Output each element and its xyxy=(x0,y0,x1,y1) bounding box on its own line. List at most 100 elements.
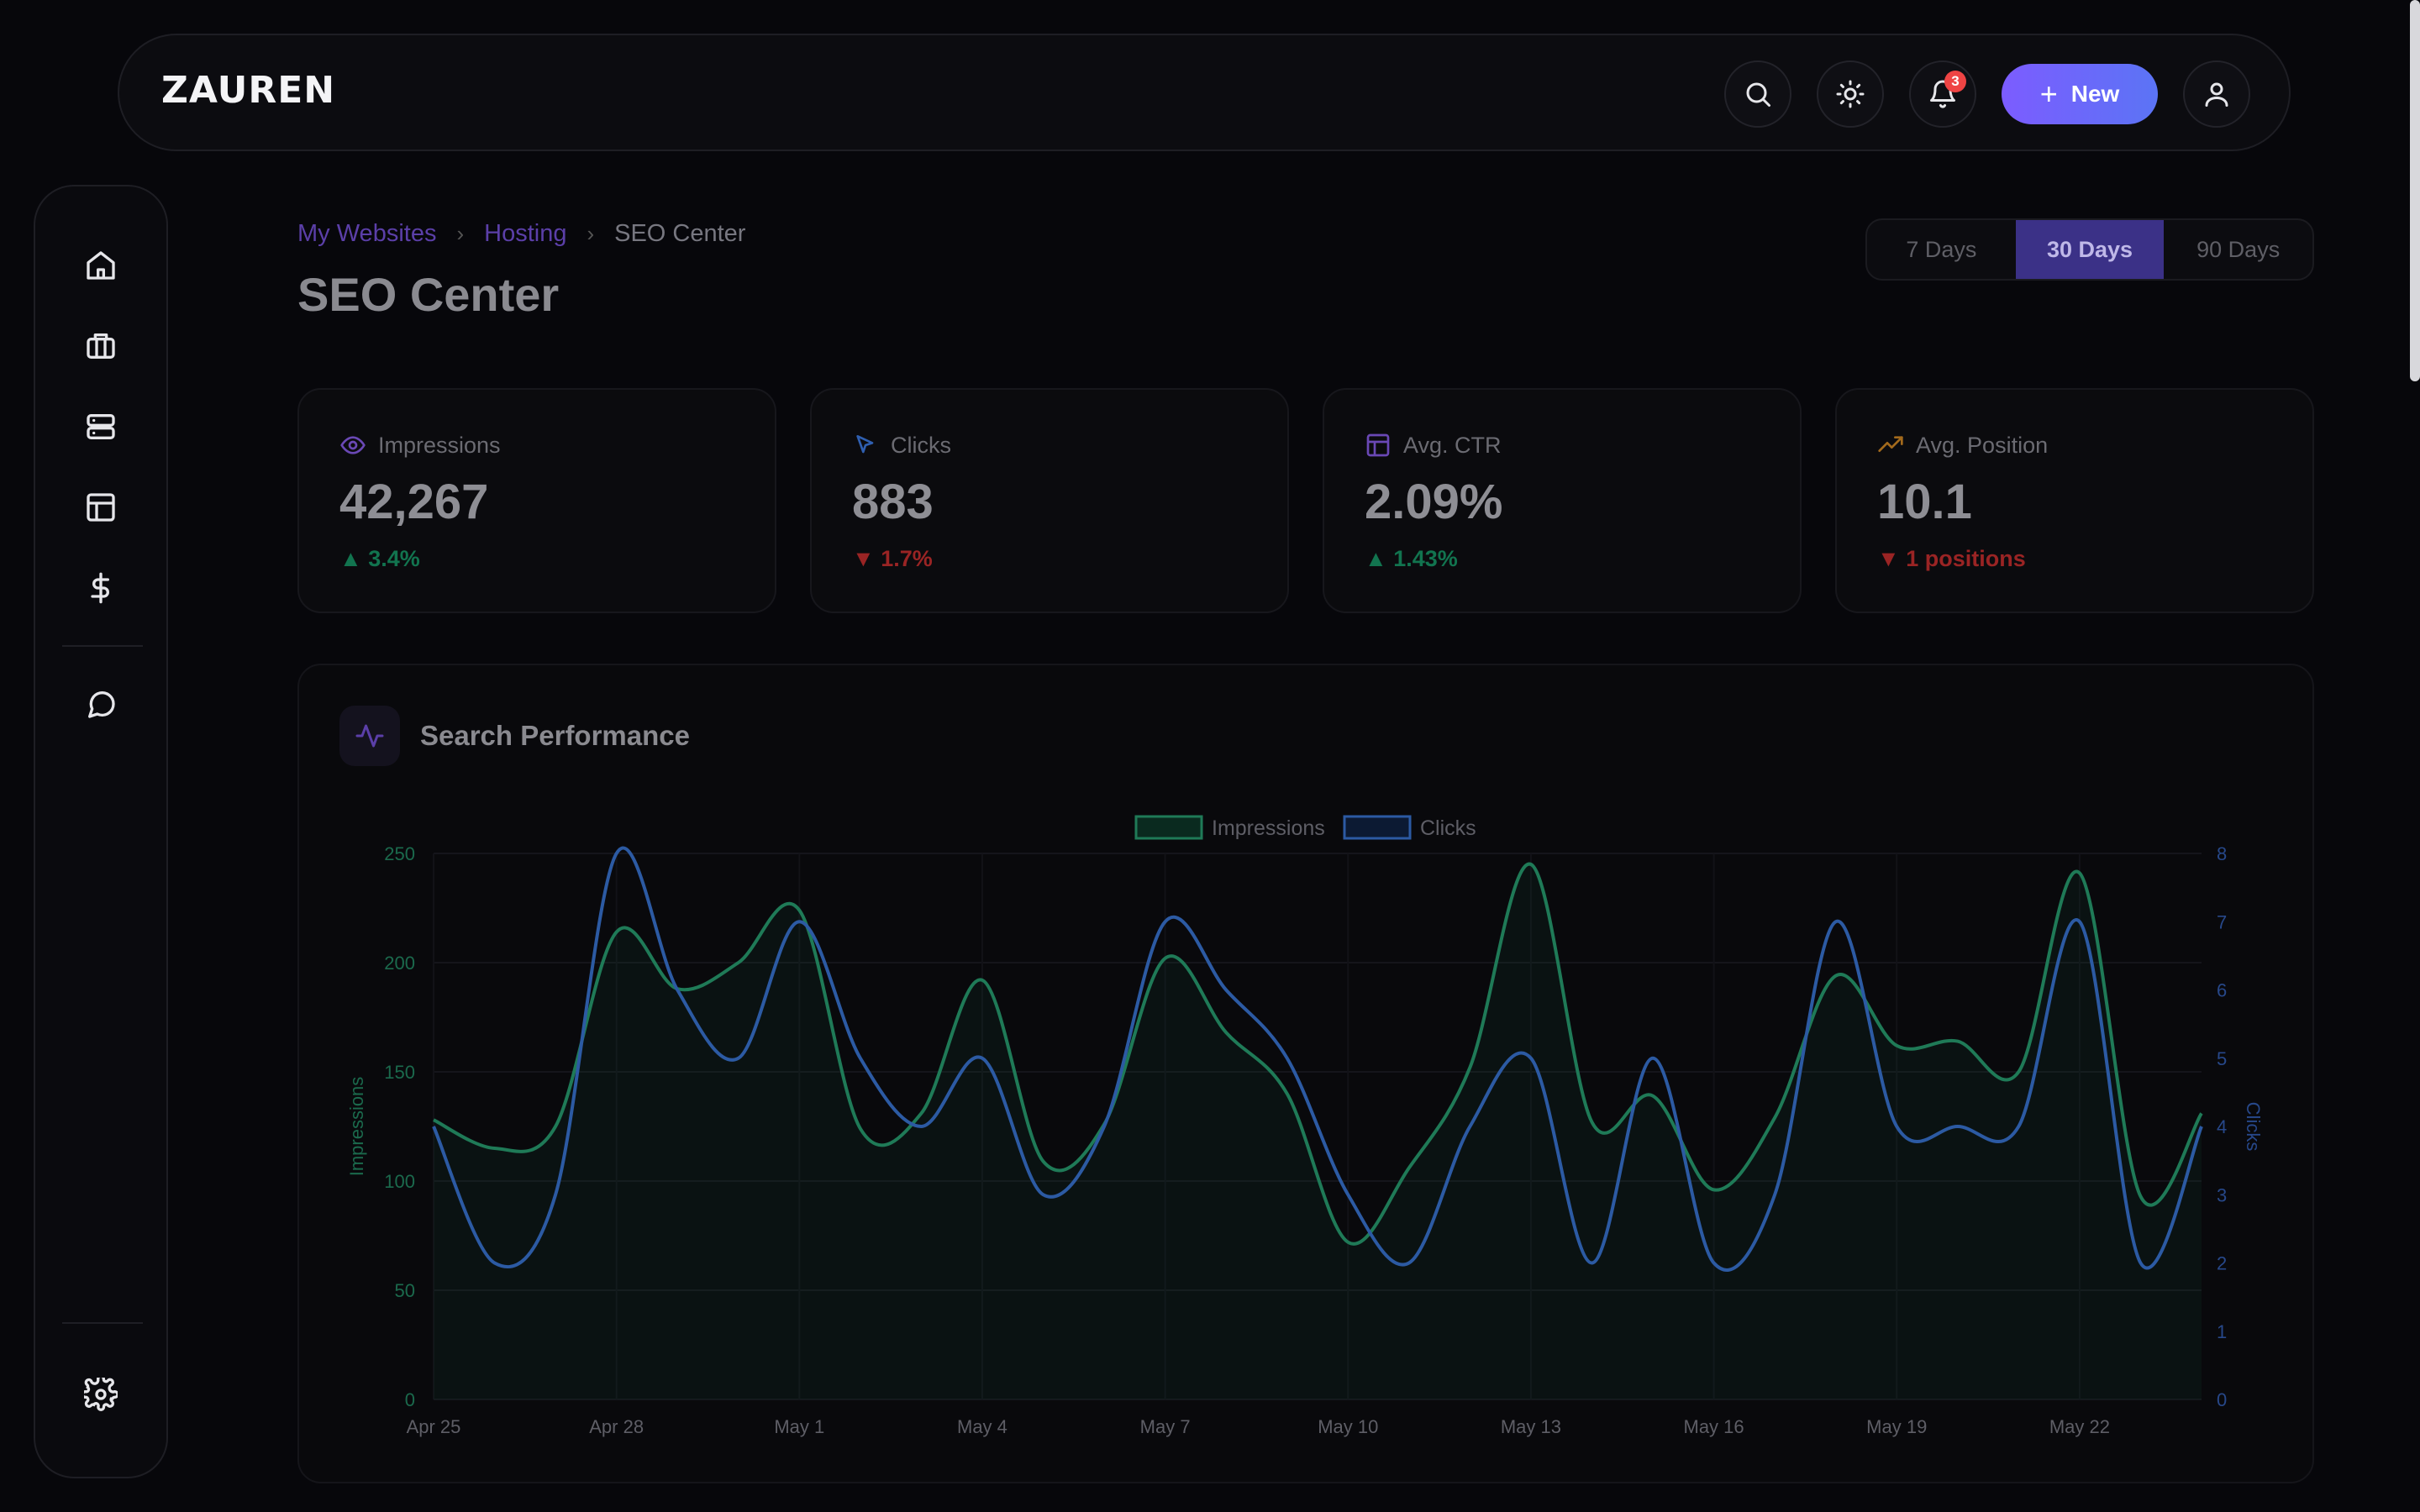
range-30-days[interactable]: 30 Days xyxy=(2015,220,2165,279)
impressions-point xyxy=(1041,1159,1046,1164)
y-tick-label: 200 xyxy=(384,953,415,974)
impressions-point xyxy=(1528,862,1534,867)
clicks-point xyxy=(858,1056,863,1061)
clicks-point xyxy=(1285,1056,1290,1061)
x-tick-label: May 22 xyxy=(2049,1416,2110,1437)
logo[interactable]: ZAUREN xyxy=(161,69,336,112)
impressions-point xyxy=(1955,1039,1960,1044)
sidebar-item-layout[interactable] xyxy=(76,482,126,533)
x-tick-label: May 10 xyxy=(1318,1416,1378,1437)
scrollbar[interactable] xyxy=(2410,0,2420,381)
impressions-point xyxy=(2138,1194,2143,1199)
impressions-point xyxy=(736,960,741,965)
search-performance-card: 0 50 100 150 200 250 0 1 2 3 4 5 6 7 8 Apr 25 Apr 28 May … xyxy=(297,664,2314,1483)
activity-icon xyxy=(339,706,400,766)
x-tick-label: May 7 xyxy=(1140,1416,1191,1437)
range-7-days[interactable]: 7 Days xyxy=(1906,236,1977,262)
range-90-days[interactable]: 90 Days xyxy=(2196,236,2281,262)
y2-tick-label: 8 xyxy=(2217,843,2227,864)
clicks-point xyxy=(1955,1124,1960,1129)
clicks-point xyxy=(431,1124,436,1129)
clicks-point xyxy=(1345,1192,1350,1197)
impressions-point xyxy=(2077,870,2082,875)
stat-label: Clicks xyxy=(891,432,951,458)
stat-card-ctr: Avg. CTR 2.09% ▲ 1.43% xyxy=(1323,388,1802,613)
y2-tick-label: 2 xyxy=(2217,1253,2227,1274)
theme-toggle-button[interactable] xyxy=(1817,60,1884,128)
clicks-point xyxy=(614,851,619,856)
x-tick-label: May 19 xyxy=(1866,1416,1927,1437)
x-tick-label: May 1 xyxy=(774,1416,824,1437)
search-icon xyxy=(1746,82,1770,107)
clicks-point xyxy=(736,1056,741,1061)
y2-tick-label: 1 xyxy=(2217,1321,2227,1342)
stat-delta-value: 3.4% xyxy=(368,546,420,571)
bell-icon xyxy=(1930,80,1955,108)
sidebar-item-chat[interactable] xyxy=(76,679,126,729)
impressions-point xyxy=(2199,1110,2204,1116)
clicks-point xyxy=(2016,1124,2021,1129)
profile-button[interactable] xyxy=(2183,60,2250,128)
new-button[interactable]: + New xyxy=(2002,64,2158,124)
gear-icon xyxy=(84,1378,118,1411)
chevron-right-icon: › xyxy=(456,221,465,246)
y-axis-label: Impressions xyxy=(346,1077,367,1177)
stat-label: Avg. CTR xyxy=(1403,432,1502,458)
layout-icon xyxy=(87,493,115,522)
chart-title: Search Performance xyxy=(420,720,690,751)
breadcrumb-current: SEO Center xyxy=(614,220,746,247)
stat-label: Impressions xyxy=(378,432,501,458)
impressions-area xyxy=(434,864,2202,1399)
notifications-button[interactable]: 3 xyxy=(1909,60,1976,128)
stat-delta: ▼ 1 positions xyxy=(1877,546,2026,572)
impressions-point xyxy=(614,930,619,935)
sidebar-item-home[interactable] xyxy=(76,240,126,291)
clicks-point xyxy=(1712,1261,1717,1266)
sidebar-item-servers[interactable] xyxy=(76,402,126,452)
impressions-point xyxy=(1894,1043,1899,1048)
impressions-point xyxy=(858,1126,863,1131)
legend-swatch-clicks xyxy=(1343,815,1412,840)
stat-card-position: Avg. Position 10.1 ▼ 1 positions xyxy=(1835,388,2314,613)
breadcrumb-link-websites[interactable]: My Websites xyxy=(297,220,437,247)
sidebar-item-billing[interactable] xyxy=(76,563,126,613)
y-tick-label: 50 xyxy=(395,1280,415,1301)
sidebar-divider xyxy=(62,1322,143,1324)
y2-axis-label: Clicks xyxy=(2243,1102,2264,1152)
impressions-point xyxy=(431,1117,436,1122)
clicks-line xyxy=(432,846,2203,1272)
impressions-point xyxy=(1407,1165,1412,1170)
stat-value: 2.09% xyxy=(1365,475,1503,529)
stat-card-clicks: Clicks 883 ▼ 1.7% xyxy=(810,388,1289,613)
clicks-point xyxy=(2077,919,2082,924)
breadcrumb-link-hosting[interactable]: Hosting xyxy=(484,220,567,247)
sidebar-item-briefcase[interactable] xyxy=(76,321,126,371)
y2-tick-label: 0 xyxy=(2217,1389,2227,1410)
layout-icon xyxy=(1366,433,1390,457)
y2-tick-label: 7 xyxy=(2217,911,2227,932)
y-tick-label: 250 xyxy=(384,843,415,864)
trending-up-icon xyxy=(1878,436,1903,452)
clicks-point xyxy=(1650,1056,1655,1061)
impressions-point xyxy=(1285,1091,1290,1096)
arrow-down-icon: ▼ xyxy=(852,546,881,571)
x-tick-label: May 13 xyxy=(1501,1416,1561,1437)
clicks-point xyxy=(1894,1124,1899,1129)
search-performance-chart: 0 50 100 150 200 250 0 1 2 3 4 5 6 7 8 Apr 25 Apr 28 May … xyxy=(346,815,2264,1437)
sidebar-item-settings[interactable] xyxy=(76,1369,126,1420)
clicks-point xyxy=(1223,988,1228,993)
clicks-point xyxy=(492,1261,497,1266)
stat-value: 10.1 xyxy=(1877,475,1972,529)
new-button-label: New xyxy=(2070,81,2120,107)
impressions-point xyxy=(1833,974,1839,979)
clicks-point xyxy=(797,919,802,924)
chat-icon xyxy=(88,691,115,718)
clicks-point xyxy=(2138,1261,2143,1266)
y2-tick-label: 5 xyxy=(2217,1048,2227,1069)
clicks-point xyxy=(1833,919,1839,924)
clicks-point xyxy=(980,1056,985,1061)
impressions-point xyxy=(1712,1187,1717,1192)
search-button[interactable] xyxy=(1724,60,1791,128)
impressions-point xyxy=(980,978,985,983)
clicks-point xyxy=(1772,1192,1777,1197)
